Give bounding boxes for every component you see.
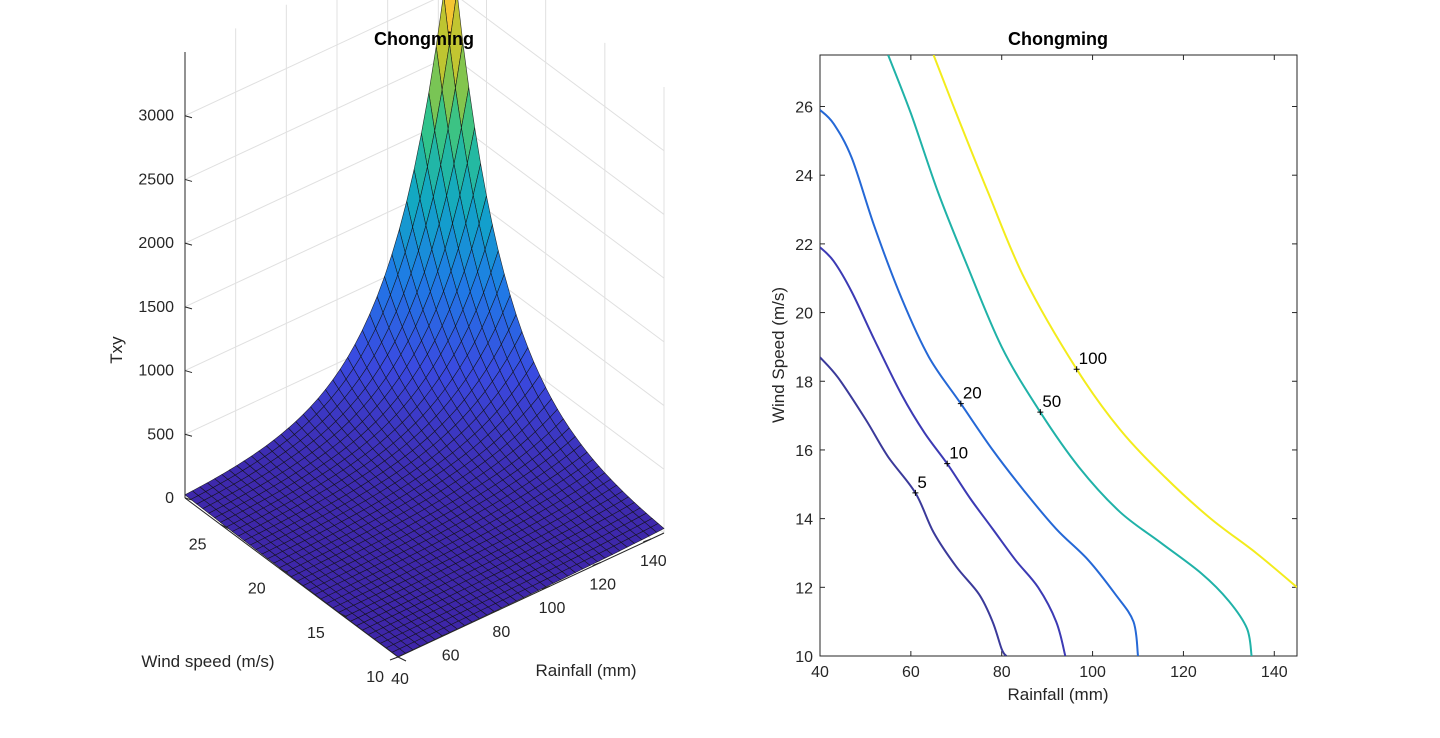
surface-z-tick-label: 1000 [138, 363, 174, 380]
surface-y-tick-label: 15 [307, 625, 325, 642]
surface-z-tick-label: 500 [147, 426, 174, 443]
contour-lines: 5 10 20 50 100 [820, 55, 1297, 656]
surface-z-tick [184, 497, 193, 501]
contour-label-20: 20 [963, 384, 982, 403]
contour-ylabel: Wind Speed (m/s) [769, 287, 788, 423]
surface-x-tick [541, 585, 551, 590]
surface-x-tick-label: 140 [640, 553, 667, 570]
surface-x-tick-label: 120 [589, 577, 616, 594]
surface-x-tick [592, 562, 601, 566]
surface-x-tick-label: 60 [442, 647, 460, 664]
surface-y-tick [279, 568, 288, 574]
contour-label-5: 5 [917, 473, 926, 492]
contour-label-10: 10 [949, 444, 968, 463]
contour-x-tick-label: 100 [1079, 664, 1106, 681]
contour-label-marker [1037, 409, 1044, 416]
surface-x-tick [440, 632, 449, 637]
surface-y-tick-label: 20 [248, 581, 266, 598]
surface-z-tick [184, 370, 193, 374]
contour-line-20 [820, 109, 1139, 656]
contour-y-tick-label: 12 [795, 580, 813, 597]
contour-label-marker [1073, 366, 1080, 373]
surface-z-tick-label: 2500 [138, 171, 174, 188]
surface-z-tick-label: 3000 [138, 108, 174, 125]
contour-x-tick-label: 140 [1261, 664, 1288, 681]
contour-y-tick-label: 26 [795, 100, 813, 117]
contour-y-tick-label: 10 [795, 649, 813, 666]
grid-line [184, 0, 665, 152]
surface-y-tick-label: 10 [366, 669, 384, 686]
surface-title: Chongming [374, 29, 474, 49]
contour-title: Chongming [1008, 29, 1108, 49]
surface-x-tick-label: 80 [492, 624, 510, 641]
contour-label-marker [944, 460, 951, 467]
surface-ticks: 40 60 80 100 120 140 10 15 20 25 0 500 1000 1500 2000 2… [138, 52, 667, 688]
contour-x-tick-label: 60 [902, 664, 920, 681]
contour-line-100 [932, 55, 1297, 589]
contour-label-marker [957, 400, 964, 407]
surface-z-tick [184, 433, 193, 437]
contour-line-5 [820, 356, 1008, 656]
surface-z-tick [184, 242, 193, 246]
contour-x-tick-label: 80 [993, 664, 1011, 681]
contour-ticks: 40 60 80 100 120 140 10 12 14 16 18 20 22 24 26 [795, 55, 1297, 681]
contour-y-tick-label: 20 [795, 306, 813, 323]
contour-axes-box [819, 54, 1298, 657]
surface-y-tick [338, 612, 348, 618]
surface-z-tick-label: 1500 [138, 299, 174, 316]
contour-label-100: 100 [1079, 349, 1107, 368]
surface-y-tick [220, 524, 229, 529]
surface-x-tick-label: 100 [539, 600, 566, 617]
surface-z-tick [184, 178, 193, 182]
surface-y-tick [397, 656, 407, 662]
surface-x-tick [389, 656, 399, 661]
contour-y-tick-label: 18 [795, 374, 813, 391]
surface-z-tick [184, 115, 193, 119]
contour-y-tick-label: 22 [795, 237, 813, 254]
surface-x-axis [397, 532, 665, 658]
surface-z-tick-label: 0 [165, 490, 174, 507]
surface-zlabel: Txy [107, 336, 126, 364]
surface-mesh [184, 0, 665, 658]
contour-y-tick-label: 14 [795, 512, 813, 529]
contour-y-tick-label: 24 [795, 168, 813, 185]
contour-x-tick-label: 40 [811, 664, 829, 681]
contour-y-tick-label: 16 [795, 443, 813, 460]
surface-x-tick-label: 40 [391, 671, 409, 688]
contour-label-marker [912, 489, 919, 496]
surface-plot: 40 60 80 100 120 140 10 15 20 25 0 500 1000 1500 2000 2… [107, 0, 667, 688]
contour-xlabel: Rainfall (mm) [1007, 685, 1108, 704]
contour-label-50: 50 [1042, 392, 1061, 411]
surface-z-tick-label: 2000 [138, 235, 174, 252]
contour-line-50 [887, 55, 1253, 656]
surface-x-tick [643, 538, 652, 543]
surface-z-tick [184, 306, 193, 310]
surface-y-tick-label: 25 [189, 537, 207, 554]
surface-ylabel: Wind speed (m/s) [141, 652, 274, 671]
surface-x-tick [491, 609, 500, 614]
contour-x-tick-label: 120 [1170, 664, 1197, 681]
surface-xlabel: Rainfall (mm) [535, 661, 636, 680]
